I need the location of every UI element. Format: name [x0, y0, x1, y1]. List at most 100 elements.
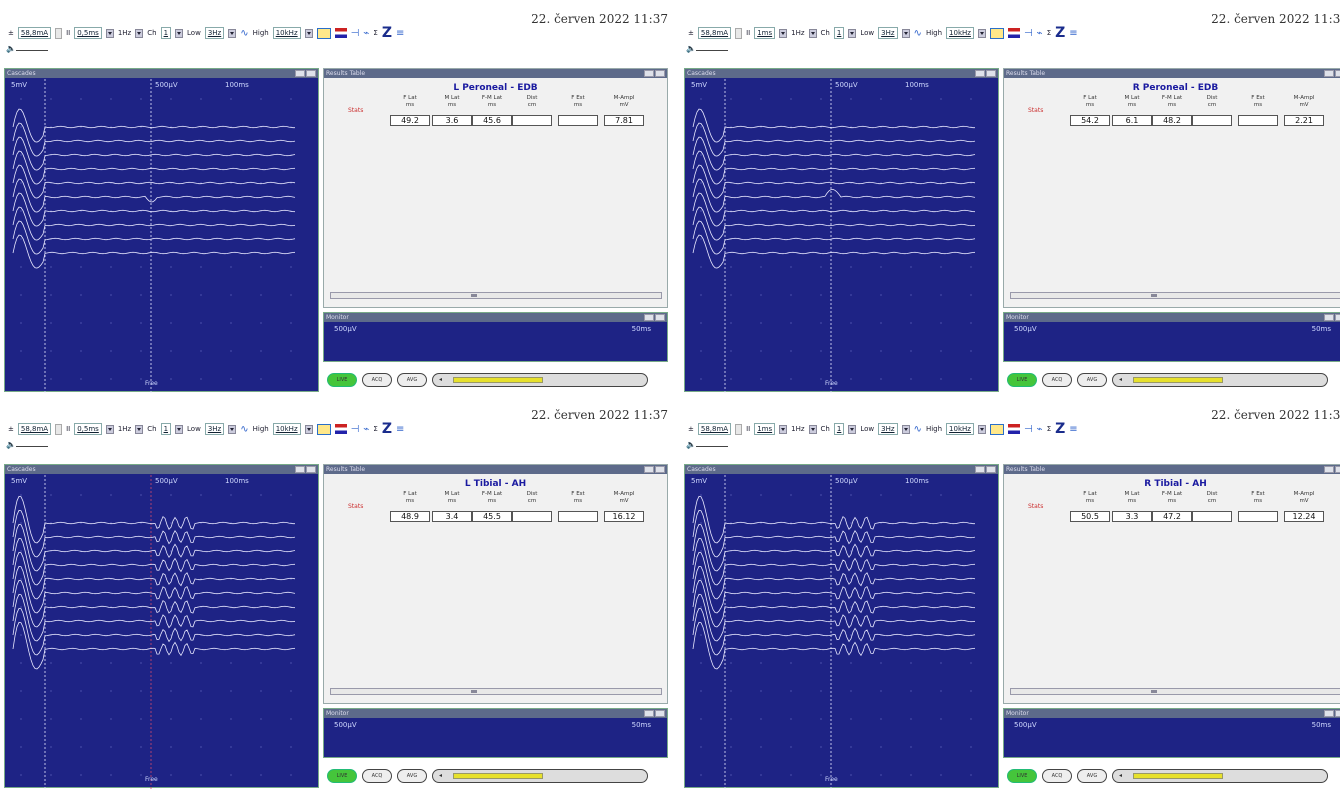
zoom-window-icon[interactable] — [644, 70, 654, 77]
scroll-thumb[interactable] — [471, 294, 477, 297]
play-icon[interactable]: ◂ — [1119, 376, 1123, 383]
zoom-window-icon[interactable] — [644, 314, 654, 321]
trigger-icon[interactable]: ⊣ — [1023, 27, 1033, 39]
marker-icon[interactable] — [334, 424, 347, 434]
chevron-down-icon[interactable] — [228, 424, 237, 434]
acq-button[interactable]: ACQ — [362, 373, 392, 387]
close-icon[interactable] — [1335, 314, 1340, 321]
live-button[interactable]: LIVE — [327, 373, 357, 387]
acq-button[interactable]: ACQ — [362, 769, 392, 783]
sum-icon[interactable]: Σ — [373, 425, 378, 433]
sum-icon[interactable]: Σ — [373, 29, 378, 37]
sum-icon[interactable]: Σ — [1046, 425, 1052, 433]
horizontal-scrollbar[interactable] — [1010, 688, 1340, 695]
chevron-down-icon[interactable] — [135, 424, 144, 434]
speaker-icon[interactable]: 🔈 — [6, 440, 16, 449]
marker-icon[interactable] — [334, 28, 347, 38]
chevron-down-icon[interactable] — [848, 28, 857, 38]
close-icon[interactable] — [655, 710, 665, 717]
channel-select[interactable]: 1 — [160, 27, 172, 39]
volume-slider[interactable] — [696, 50, 728, 51]
uv-sensitivity[interactable]: 500µV — [155, 81, 178, 89]
acq-button[interactable]: ACQ — [1042, 373, 1072, 387]
chevron-down-icon[interactable] — [848, 424, 857, 434]
monitor-timebase[interactable]: 50ms — [631, 721, 651, 729]
monitor-sensitivity[interactable]: 500µV — [1014, 721, 1037, 729]
settings-icon[interactable]: ≡ — [395, 423, 405, 435]
speaker-icon[interactable]: 🔈 — [686, 44, 696, 53]
current-spinner[interactable] — [55, 27, 63, 39]
trigger-icon[interactable]: ⊣ — [1023, 423, 1033, 435]
live-button[interactable]: LIVE — [1007, 373, 1037, 387]
chevron-down-icon[interactable] — [977, 28, 986, 38]
chevron-down-icon[interactable] — [175, 28, 184, 38]
close-icon[interactable] — [655, 466, 665, 473]
chevron-down-icon[interactable] — [175, 424, 184, 434]
play-icon[interactable]: ◂ — [1119, 772, 1123, 779]
play-icon[interactable]: ◂ — [439, 376, 443, 383]
notch-filter-icon[interactable]: ∿ — [913, 27, 922, 39]
close-icon[interactable] — [655, 314, 665, 321]
close-icon[interactable] — [1335, 466, 1340, 473]
chevron-down-icon[interactable] — [304, 424, 313, 434]
waveform-icon[interactable]: ⌁ — [1036, 423, 1043, 435]
chevron-down-icon[interactable] — [901, 28, 910, 38]
acq-button[interactable]: ACQ — [1042, 769, 1072, 783]
marker-icon[interactable] — [1007, 28, 1020, 38]
play-icon[interactable]: ◂ — [439, 772, 443, 779]
chevron-down-icon[interactable] — [808, 424, 817, 434]
timebase[interactable]: 100ms — [905, 477, 929, 485]
scroll-thumb[interactable] — [1151, 294, 1157, 297]
close-icon[interactable] — [1335, 70, 1340, 77]
settings-icon[interactable]: ≡ — [1069, 423, 1078, 435]
waveform-icon[interactable]: ⌁ — [363, 27, 370, 39]
current-spinner[interactable] — [55, 423, 63, 435]
low-filter-select[interactable]: 3Hz — [204, 27, 225, 39]
trace-area[interactable]: Free — [5, 79, 320, 393]
chevron-down-icon[interactable] — [901, 424, 910, 434]
close-icon[interactable] — [986, 466, 996, 473]
monitor-timebase[interactable]: 50ms — [631, 325, 651, 333]
zoom-window-icon[interactable] — [644, 710, 654, 717]
monitor-timebase[interactable]: 50ms — [1311, 721, 1331, 729]
duration-select[interactable]: 1ms — [754, 423, 776, 435]
horizontal-scrollbar[interactable] — [330, 292, 662, 299]
live-button[interactable]: LIVE — [327, 769, 357, 783]
notch-filter-icon[interactable]: ∿ — [240, 423, 249, 435]
chevron-down-icon[interactable] — [779, 28, 788, 38]
zoom-window-icon[interactable] — [975, 466, 985, 473]
chevron-down-icon[interactable] — [304, 28, 313, 38]
duration-select[interactable]: 0,5ms — [74, 423, 102, 435]
close-icon[interactable] — [1335, 710, 1340, 717]
zoom-icon[interactable]: Z — [381, 25, 392, 41]
zoom-window-icon[interactable] — [975, 70, 985, 77]
trace-area[interactable]: Free — [685, 79, 1000, 393]
zoom-window-icon[interactable] — [644, 466, 654, 473]
current-field[interactable]: 58,8mA — [17, 423, 52, 435]
timebase[interactable]: 100ms — [225, 477, 249, 485]
monitor-sensitivity[interactable]: 500µV — [334, 721, 357, 729]
close-icon[interactable] — [306, 466, 316, 473]
avg-button[interactable]: AVG — [397, 373, 427, 387]
current-field[interactable]: 58,8mA — [697, 27, 732, 39]
monitor-timebase[interactable]: 50ms — [1311, 325, 1331, 333]
marker-icon[interactable] — [1007, 424, 1020, 434]
duration-select[interactable]: 0,5ms — [74, 27, 102, 39]
trigger-icon[interactable]: ⊣ — [350, 27, 360, 39]
mv-sensitivity[interactable]: 5mV — [691, 81, 708, 89]
speaker-icon[interactable]: 🔈 — [6, 44, 16, 53]
zoom-window-icon[interactable] — [1324, 710, 1334, 717]
close-icon[interactable] — [655, 70, 665, 77]
zoom-icon[interactable]: Z — [1055, 25, 1066, 41]
volume-slider[interactable] — [696, 446, 728, 447]
volume-slider[interactable] — [16, 50, 48, 51]
uv-sensitivity[interactable]: 500µV — [835, 81, 858, 89]
monitor-sensitivity[interactable]: 500µV — [334, 325, 357, 333]
chevron-down-icon[interactable] — [779, 424, 788, 434]
uv-sensitivity[interactable]: 500µV — [155, 477, 178, 485]
trace-area[interactable]: Free — [5, 475, 320, 789]
image-icon[interactable] — [316, 27, 331, 39]
timebase[interactable]: 100ms — [225, 81, 249, 89]
high-filter-select[interactable]: 10kHz — [946, 423, 974, 435]
image-icon[interactable] — [989, 27, 1004, 39]
